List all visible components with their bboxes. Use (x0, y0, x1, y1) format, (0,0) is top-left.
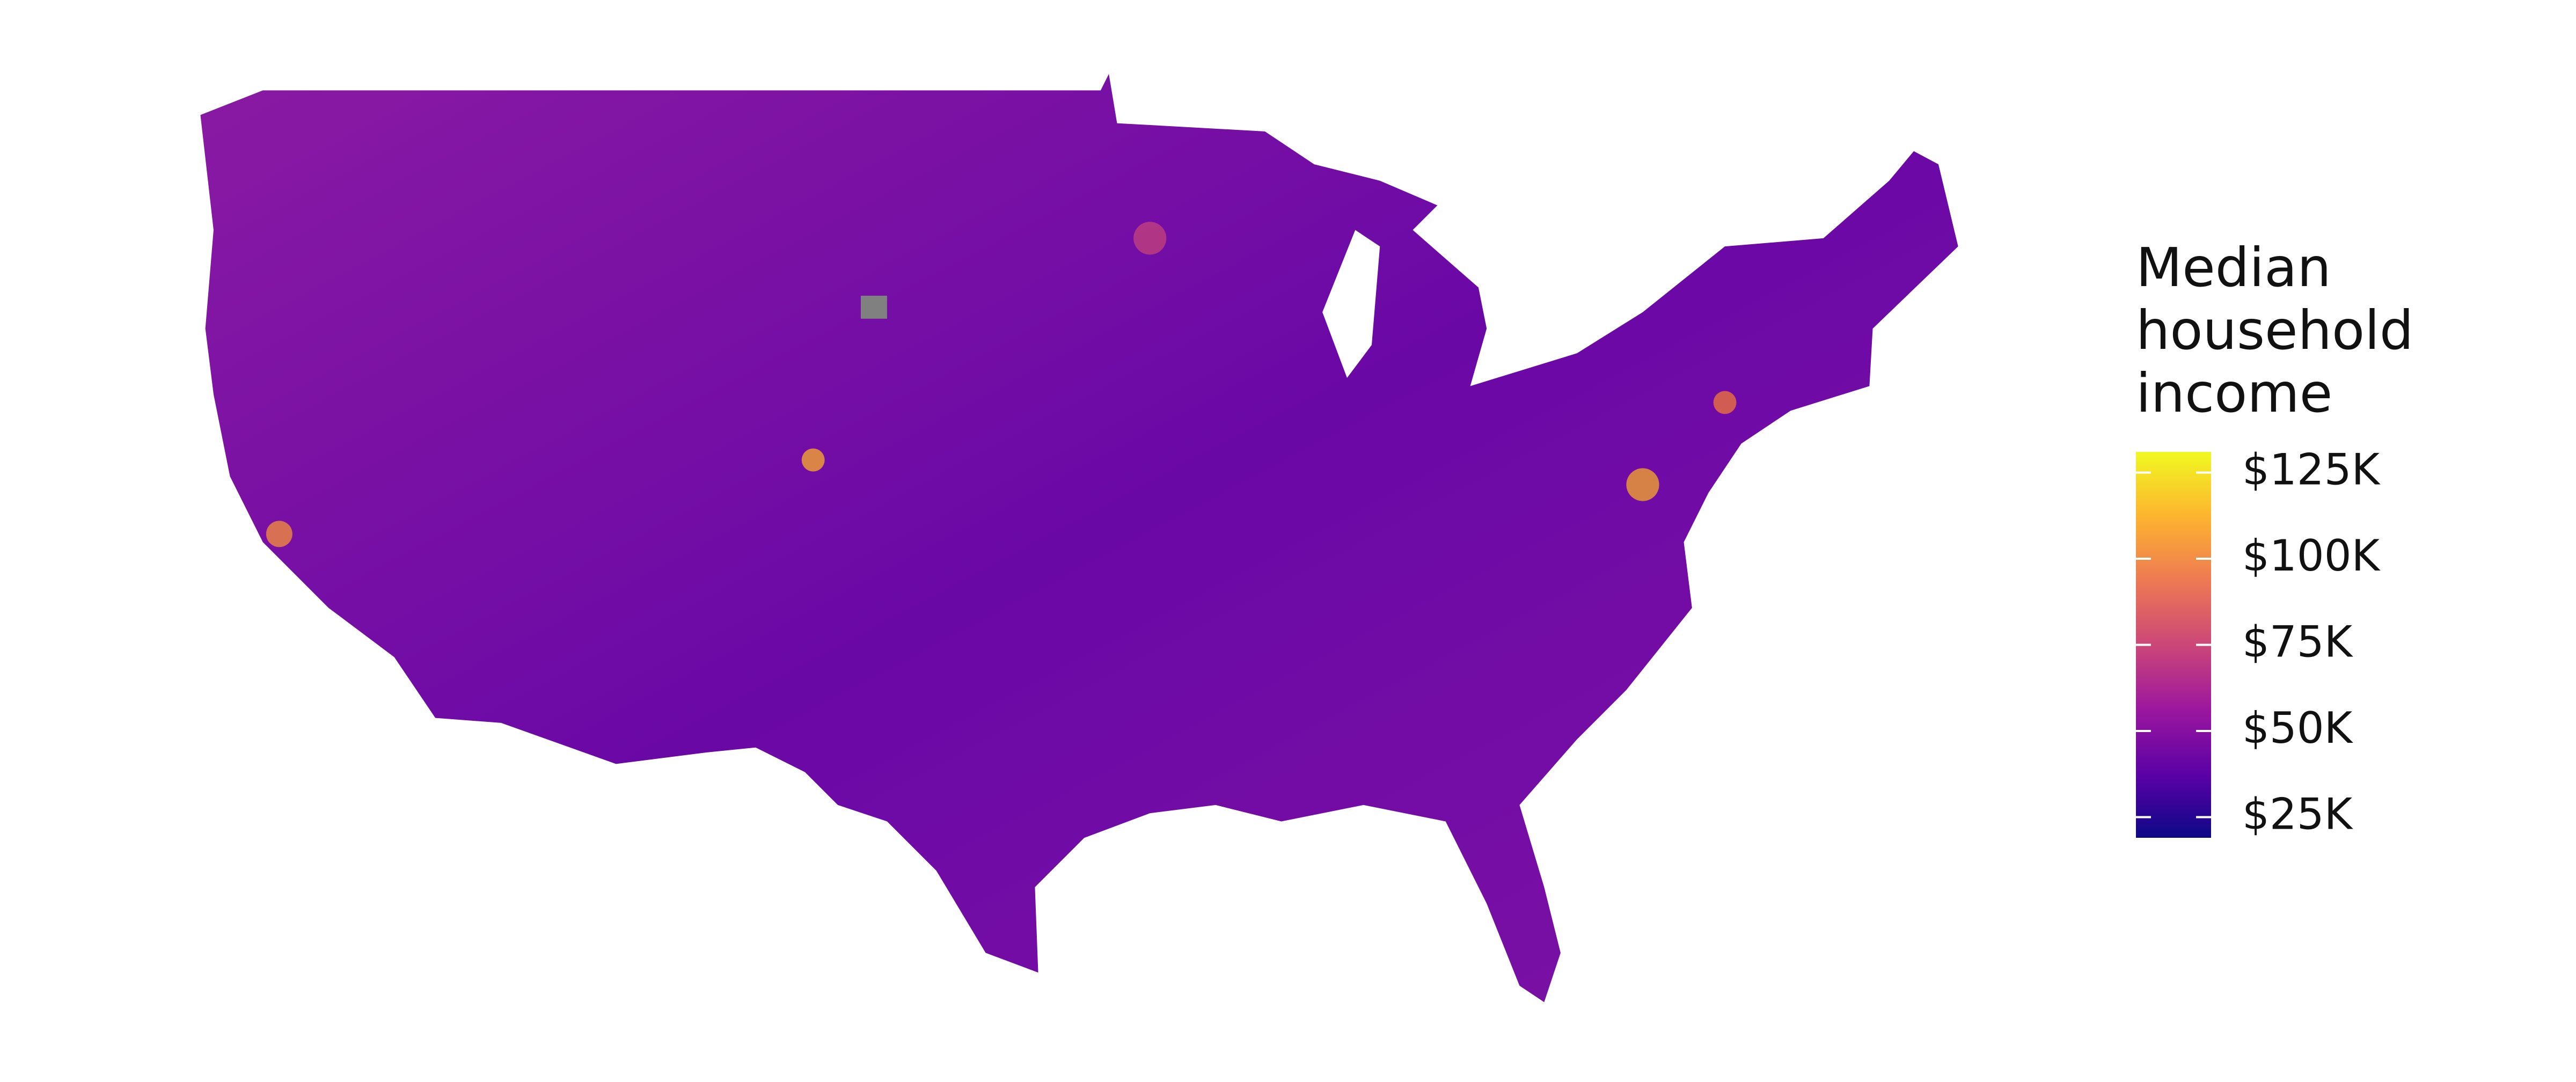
colorbar-tick-label: $50K (2242, 703, 2354, 753)
us-map (200, 74, 1958, 1003)
colorbar-tick-label: $75K (2242, 617, 2354, 667)
legend-title: Median household income (2136, 236, 2414, 425)
colorbar-tick-label: $125K (2242, 444, 2381, 494)
colorbar-tick-label: $25K (2242, 789, 2354, 839)
colorbar-tick-label: $100K (2242, 531, 2381, 581)
